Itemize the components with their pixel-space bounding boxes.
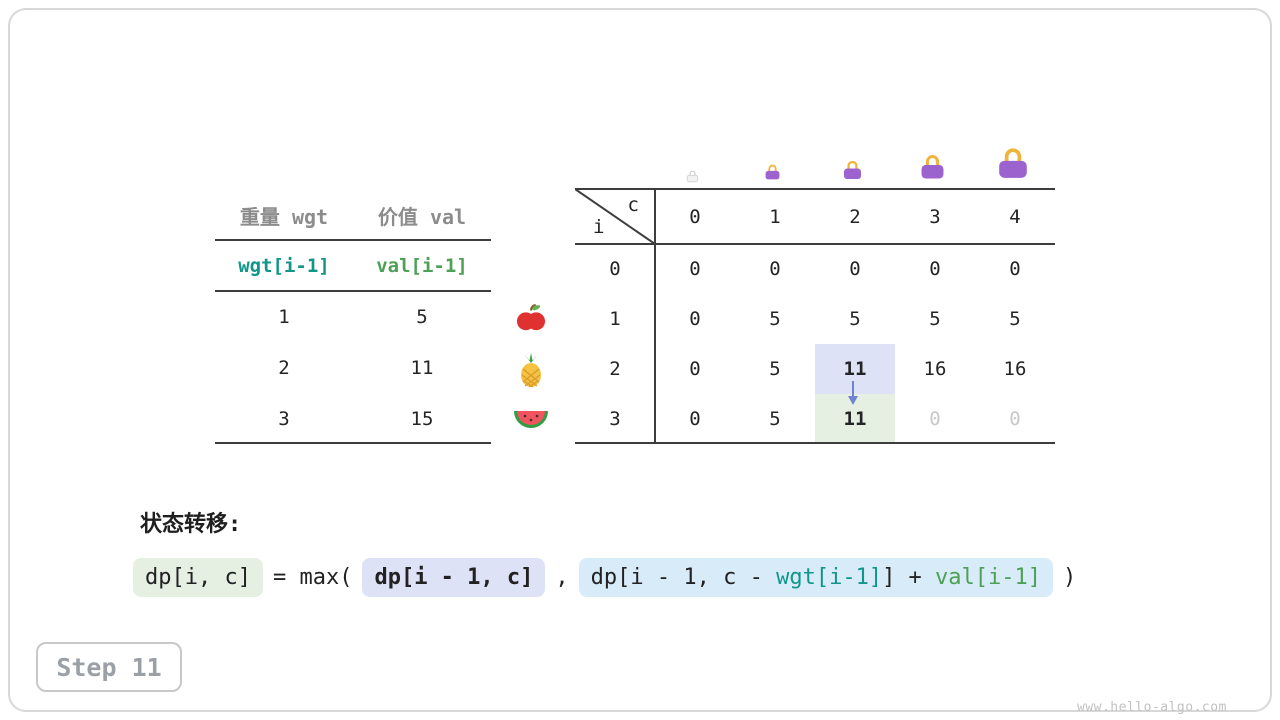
dp-cell-r0-c0: 0 xyxy=(689,258,701,280)
dp-cell-r0-c4: 0 xyxy=(1009,258,1021,280)
items-col-header-wgt: 重量 wgt xyxy=(239,204,329,229)
item-row-val: 11 xyxy=(410,356,434,379)
items-bottom-rule xyxy=(215,442,491,444)
bag-size-1-icon xyxy=(764,164,781,181)
dp-header-rule xyxy=(575,243,1055,245)
dp-cell-r2-c1: 5 xyxy=(769,358,781,380)
formula-lhs: dp[i, c] xyxy=(133,558,263,597)
step-badge: Step 11 xyxy=(36,642,182,692)
watermelon-icon xyxy=(513,408,549,432)
watermark: www.hello-algo.com xyxy=(1077,700,1227,715)
item-row-wgt: 1 xyxy=(278,305,290,328)
bag-size-4-icon xyxy=(996,147,1030,181)
bag-size-2-icon xyxy=(842,160,863,181)
item-row-val: 5 xyxy=(416,305,428,328)
formula-arg2-val: val[i-1] xyxy=(935,565,1042,590)
transition-arrow-icon xyxy=(848,381,858,405)
dp-cell-r2-c2-highlighted: 11 xyxy=(815,344,895,394)
formula-operator: = max( xyxy=(272,565,353,590)
items-table: 重量 wgt 价值 val wgt[i-1] val[i-1] 1 5 2 11… xyxy=(215,190,491,444)
items-wgt-formula: wgt[i-1] xyxy=(238,254,330,277)
dp-cell-r2-c3: 16 xyxy=(923,358,947,380)
dp-cell-r3-c3: 0 xyxy=(929,408,941,430)
dp-row-header-3: 3 xyxy=(609,408,621,430)
formula-close-paren: ) xyxy=(1063,565,1077,590)
dp-row-header-1: 1 xyxy=(609,308,621,330)
dp-row-header-rule xyxy=(654,188,656,444)
formula-arg1: dp[i - 1, c] xyxy=(362,558,546,597)
dp-corner-cell: i c xyxy=(575,189,655,244)
dp-cell-r0-c3: 0 xyxy=(929,258,941,280)
dp-cell-r0-c1: 0 xyxy=(769,258,781,280)
dp-top-rule xyxy=(575,188,1055,190)
dp-cell-r0-c2: 0 xyxy=(849,258,861,280)
item-row-wgt: 3 xyxy=(278,407,290,430)
dp-col-header-0: 0 xyxy=(689,205,701,228)
item-row-wgt: 2 xyxy=(278,356,290,379)
dp-row-var-label: i xyxy=(593,216,605,238)
dp-cell-r2-c4: 16 xyxy=(1003,358,1027,380)
items-header-rule xyxy=(215,239,491,241)
dp-col-header-2: 2 xyxy=(849,205,861,228)
dp-row-header-2: 2 xyxy=(609,358,621,380)
items-formula-rule xyxy=(215,290,491,292)
dp-cell-r2-c0: 0 xyxy=(689,358,701,380)
dp-cell-r1-c1: 5 xyxy=(769,308,781,330)
formula-arg2-mid: ] + xyxy=(882,565,936,590)
item-row-val: 15 xyxy=(410,407,434,430)
dp-cell-r3-c1: 5 xyxy=(769,408,781,430)
dp-cell-r3-c0: 0 xyxy=(689,408,701,430)
transition-formula: dp[i, c] = max( dp[i - 1, c] , dp[i - 1,… xyxy=(133,558,1076,597)
dp-col-header-3: 3 xyxy=(929,205,941,228)
formula-arg2: dp[i - 1, c - wgt[i-1]] + val[i-1] xyxy=(578,558,1054,597)
dp-cell-r3-c4: 0 xyxy=(1009,408,1021,430)
pineapple-icon xyxy=(515,352,547,388)
dp-col-header-4: 4 xyxy=(1009,205,1021,228)
diagonal-divider xyxy=(575,189,655,244)
bag-size-3-icon xyxy=(919,154,946,181)
dp-col-var-label: c xyxy=(627,194,639,216)
dp-col-header-1: 1 xyxy=(769,205,781,228)
apple-icon xyxy=(516,303,546,333)
items-val-formula: val[i-1] xyxy=(376,254,468,277)
dp-bottom-rule xyxy=(575,442,1055,444)
formula-arg2-wgt: wgt[i-1] xyxy=(776,565,883,590)
items-col-header-val: 价值 val xyxy=(377,204,467,229)
dp-cell-r1-c4: 5 xyxy=(1009,308,1021,330)
dp-cell-r1-c3: 5 xyxy=(929,308,941,330)
dp-table: i c 0 1 2 3 4 0 0 0 0 0 0 1 0 5 5 5 5 2 … xyxy=(575,189,1055,444)
transition-title: 状态转移: xyxy=(140,512,242,537)
bag-empty-icon xyxy=(686,168,699,183)
dp-cell-r1-c2: 5 xyxy=(849,308,861,330)
dp-row-header-0: 0 xyxy=(609,258,621,280)
formula-arg2-prefix: dp[i - 1, c - xyxy=(590,565,777,590)
formula-separator: , xyxy=(555,565,569,590)
dp-cell-r3-c2-highlighted: 11 xyxy=(815,394,895,444)
dp-cell-r1-c0: 0 xyxy=(689,308,701,330)
